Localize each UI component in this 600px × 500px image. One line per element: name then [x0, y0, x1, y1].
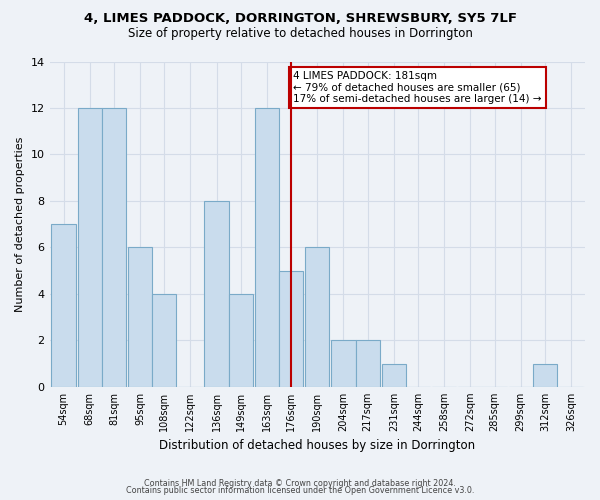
Bar: [205, 201, 229, 387]
Text: 4 LIMES PADDOCK: 181sqm
← 79% of detached houses are smaller (65)
17% of semi-de: 4 LIMES PADDOCK: 181sqm ← 79% of detache…: [293, 71, 542, 104]
Text: Contains public sector information licensed under the Open Government Licence v3: Contains public sector information licen…: [126, 486, 474, 495]
Bar: [382, 364, 406, 387]
Text: Contains HM Land Registry data © Crown copyright and database right 2024.: Contains HM Land Registry data © Crown c…: [144, 478, 456, 488]
Bar: [152, 294, 176, 387]
Bar: [305, 248, 329, 387]
Bar: [279, 270, 303, 387]
Bar: [102, 108, 126, 387]
Bar: [255, 108, 279, 387]
Bar: [128, 248, 152, 387]
Text: 4, LIMES PADDOCK, DORRINGTON, SHREWSBURY, SY5 7LF: 4, LIMES PADDOCK, DORRINGTON, SHREWSBURY…: [83, 12, 517, 26]
Y-axis label: Number of detached properties: Number of detached properties: [15, 136, 25, 312]
Bar: [533, 364, 557, 387]
Bar: [229, 294, 253, 387]
Bar: [77, 108, 102, 387]
X-axis label: Distribution of detached houses by size in Dorrington: Distribution of detached houses by size …: [159, 440, 475, 452]
Bar: [52, 224, 76, 387]
Bar: [331, 340, 356, 387]
Text: Size of property relative to detached houses in Dorrington: Size of property relative to detached ho…: [128, 28, 472, 40]
Bar: [356, 340, 380, 387]
